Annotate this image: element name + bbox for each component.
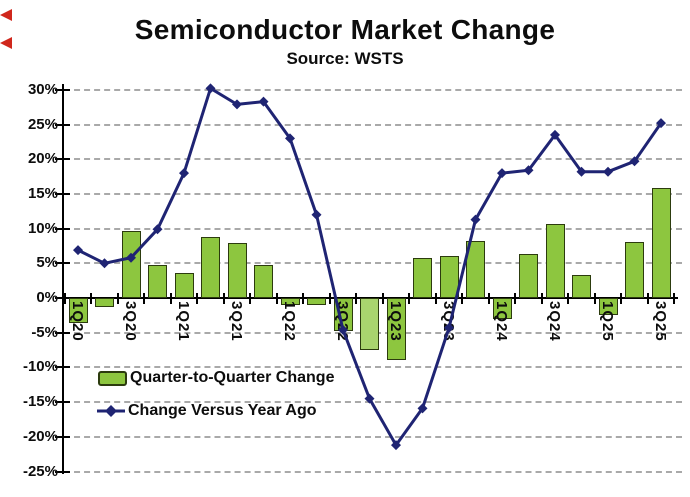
qoq-bar-2Q20 <box>95 298 114 308</box>
y-axis-label: 25% <box>27 115 58 133</box>
yoy-marker-3Q21 <box>232 99 242 110</box>
x-axis-label: 1Q24 <box>493 301 510 361</box>
y-axis-label: -5% <box>31 323 58 341</box>
qoq-bar-2Q25 <box>625 242 644 298</box>
legend-label-qoq: Quarter-to-Quarter Change <box>130 369 335 386</box>
x-axis-label-text: 3Q20 <box>122 301 139 342</box>
x-axis-label-text: 3Q21 <box>228 301 245 342</box>
x-axis-label: 3Q20 <box>122 301 139 361</box>
legend-item-yoy: Change Versus Year Ago <box>96 402 317 420</box>
y-axis-label: 0% <box>36 289 58 306</box>
gridline <box>64 123 682 126</box>
yoy-marker-2Q24 <box>523 165 534 176</box>
qoq-bar-3Q20 <box>121 230 141 298</box>
y-axis-label: -20% <box>22 427 58 445</box>
gridline <box>64 470 682 473</box>
qoq-bar-2Q23 <box>413 258 432 298</box>
legend-label-yoy: Change Versus Year Ago <box>128 402 317 419</box>
qoq-bar-4Q24 <box>572 275 591 298</box>
yoy-marker-1Q21 <box>179 168 189 179</box>
x-axis-label: 3Q23 <box>440 301 457 361</box>
qoq-bar-4Q20 <box>148 264 167 298</box>
x-axis-label: 1Q22 <box>281 301 298 361</box>
chart-subtitle: Source: WSTS <box>286 49 404 68</box>
y-axis-label: -15% <box>22 393 58 411</box>
qoq-bar-4Q22 <box>360 298 379 351</box>
y-axis-label: 20% <box>27 150 58 168</box>
yoy-marker-4Q21 <box>258 96 269 107</box>
gridline <box>64 227 682 230</box>
yoy-marker-2Q22 <box>311 209 322 220</box>
x-axis-label-text: 3Q24 <box>546 301 563 342</box>
x-axis-label: 1Q25 <box>599 301 616 361</box>
yoy-marker-1Q20 <box>73 245 83 256</box>
yoy-marker-1Q23 <box>391 440 401 451</box>
qoq-bar-3Q25 <box>651 188 671 298</box>
y-axis-label: -25% <box>22 462 58 480</box>
qoq-bar-2Q24 <box>519 254 538 298</box>
legend-item-qoq: Quarter-to-Quarter Change <box>98 369 334 387</box>
qoq-bar-2Q21 <box>201 236 220 298</box>
qoq-bar-3Q21 <box>227 243 247 298</box>
y-axis-label: 15% <box>27 184 58 202</box>
x-axis-label: 3Q21 <box>228 301 245 361</box>
x-axis-label: 3Q22 <box>334 301 351 361</box>
qoq-bar-3Q24 <box>545 223 565 298</box>
qoq-bar-4Q23 <box>466 241 485 298</box>
y-axis-label: 10% <box>27 219 58 237</box>
x-axis-label-text: 1Q20 <box>69 301 86 342</box>
gridline <box>64 88 682 91</box>
x-axis-label: 1Q21 <box>175 301 192 361</box>
x-axis-label-text: 3Q23 <box>440 301 457 342</box>
x-axis-label-text: 1Q22 <box>281 301 298 342</box>
y-axis-line <box>62 84 64 474</box>
gridline <box>64 192 682 195</box>
gridline <box>64 435 682 438</box>
x-axis-label: 3Q25 <box>652 301 669 361</box>
x-axis-label-text: 1Q23 <box>387 301 404 342</box>
x-axis-label: 3Q24 <box>546 301 563 361</box>
qoq-bar-1Q21 <box>174 273 194 298</box>
yoy-marker-4Q24 <box>576 166 587 177</box>
gridline <box>64 158 682 161</box>
yoy-marker-1Q24 <box>497 168 507 179</box>
y-axis-label: 5% <box>36 254 58 272</box>
qoq-bar-2Q22 <box>307 298 326 305</box>
x-axis-label: 1Q20 <box>69 301 86 361</box>
x-axis-label-text: 3Q22 <box>334 301 351 342</box>
y-axis-label: -10% <box>22 358 58 376</box>
y-axis-label: 30% <box>27 80 58 98</box>
x-axis-label-text: 1Q25 <box>599 301 616 342</box>
yoy-marker-1Q25 <box>603 166 613 177</box>
chart-title: Semiconductor Market Change <box>134 14 556 45</box>
qoq-bar-4Q21 <box>254 265 273 298</box>
x-axis-label-text: 3Q25 <box>652 301 669 342</box>
yoy-marker-2Q23 <box>417 403 428 414</box>
line-marker-icon <box>97 405 125 417</box>
yoy-marker-3Q24 <box>550 129 560 140</box>
x-axis-label-text: 1Q24 <box>493 301 510 342</box>
qoq-bar-3Q23 <box>439 256 459 298</box>
x-axis-label: 1Q23 <box>387 301 404 361</box>
bar-swatch-icon <box>98 370 127 386</box>
yoy-marker-4Q23 <box>470 214 481 225</box>
yoy-marker-1Q22 <box>285 133 295 144</box>
x-axis-label-text: 1Q21 <box>175 301 192 342</box>
